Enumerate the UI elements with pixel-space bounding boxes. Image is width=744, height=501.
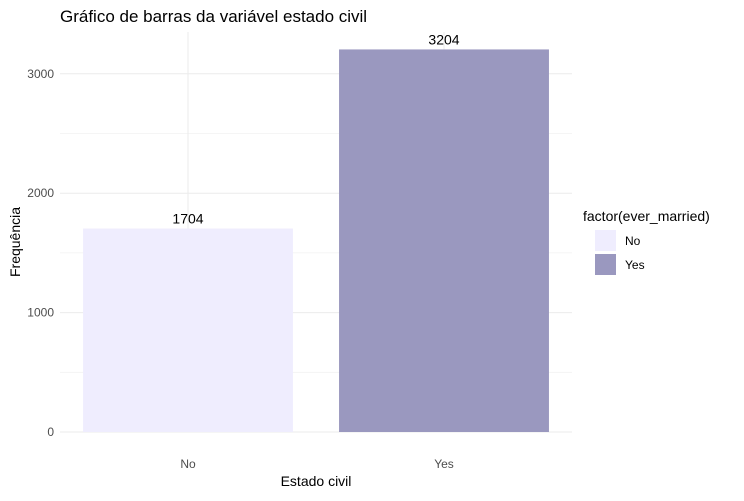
legend-entries: No Yes (595, 230, 645, 275)
x-tick-label: Yes (434, 457, 454, 471)
data-labels: 1704 3204 (172, 31, 459, 226)
x-tick-label: No (180, 457, 196, 471)
legend-title: factor(ever_married) (583, 208, 710, 224)
x-axis-title: Estado civil (281, 473, 352, 489)
y-tick-label: 0 (47, 425, 54, 439)
bar-yes (339, 49, 549, 433)
legend-swatch-no (595, 230, 616, 251)
y-axis-ticks: 0 1000 2000 3000 (27, 67, 54, 439)
x-axis-ticks: No Yes (180, 457, 453, 471)
legend-label-no: No (625, 234, 641, 248)
legend: factor(ever_married) No Yes (583, 208, 710, 275)
y-tick-label: 2000 (27, 186, 54, 200)
bar-no (83, 228, 293, 432)
y-tick-label: 1000 (27, 306, 54, 320)
data-label-yes: 3204 (428, 31, 459, 47)
legend-swatch-yes (595, 254, 616, 275)
legend-label-yes: Yes (625, 258, 645, 272)
chart-title: Gráfico de barras da variável estado civ… (60, 7, 367, 26)
data-label-no: 1704 (172, 211, 203, 227)
y-axis-title: Frequência (7, 207, 23, 277)
bars (83, 49, 549, 433)
y-tick-label: 3000 (27, 67, 54, 81)
